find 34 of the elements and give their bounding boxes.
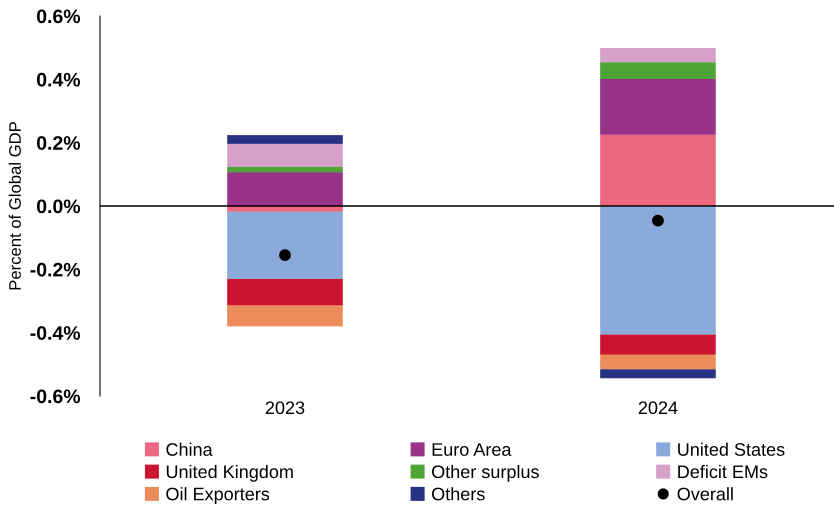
legend-label: United Kingdom — [166, 464, 293, 482]
y-axis-title: Percent of Global GDP — [8, 122, 21, 290]
bar — [227, 305, 343, 326]
bar — [600, 369, 716, 378]
bar — [600, 62, 716, 80]
bar — [227, 167, 343, 172]
legend-label: United States — [678, 442, 784, 456]
y-tick-label: 0.6% — [37, 9, 80, 24]
bar — [227, 144, 343, 168]
legend-label: Others — [432, 487, 485, 500]
legend-label: Euro Area — [432, 443, 512, 456]
bar — [227, 135, 343, 144]
legend-label: Deficit EMs — [678, 464, 768, 478]
bar — [600, 79, 716, 135]
bar — [600, 48, 716, 62]
bar — [600, 354, 716, 370]
bar — [227, 278, 343, 306]
legend-label: China — [166, 442, 213, 456]
y-tick-label: 0.0% — [37, 199, 80, 214]
x-tick-label: 2024 — [638, 401, 678, 414]
bar — [600, 206, 716, 335]
bar — [227, 212, 343, 279]
bar — [227, 172, 343, 206]
y-tick-label: -0.6% — [30, 389, 80, 404]
y-tick-label: 0.4% — [37, 72, 80, 87]
bar — [600, 134, 716, 206]
legend-label: Other surplus — [432, 464, 539, 482]
x-tick-label: 2023 — [266, 401, 304, 414]
bar — [600, 334, 716, 355]
y-tick-label: -0.2% — [30, 262, 80, 277]
y-tick-label: -0.4% — [30, 326, 80, 340]
legend-label: Oil Exporters — [166, 487, 270, 504]
legend-label: Overall — [678, 487, 733, 500]
y-tick-label: 0.2% — [37, 136, 80, 150]
